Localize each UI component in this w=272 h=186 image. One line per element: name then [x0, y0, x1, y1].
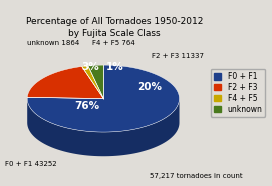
Text: unknown 1864: unknown 1864 — [27, 40, 79, 46]
Polygon shape — [88, 65, 103, 99]
Polygon shape — [27, 65, 180, 132]
Polygon shape — [27, 99, 180, 156]
Text: 76%: 76% — [75, 101, 100, 111]
Text: 3%: 3% — [81, 62, 99, 72]
Text: 1%: 1% — [105, 62, 123, 72]
Text: 20%: 20% — [137, 82, 162, 92]
Text: Percentage of All Tornadoes 1950-2012
by Fujita Scale Class: Percentage of All Tornadoes 1950-2012 by… — [26, 17, 203, 38]
Legend: F0 + F1, F2 + F3, F4 + F5, unknown: F0 + F1, F2 + F3, F4 + F5, unknown — [211, 69, 265, 117]
Text: F2 + F3 11337: F2 + F3 11337 — [152, 53, 204, 59]
Text: 57,217 tornadoes in count: 57,217 tornadoes in count — [150, 173, 242, 179]
Text: F0 + F1 43252: F0 + F1 43252 — [5, 161, 57, 167]
Polygon shape — [27, 66, 103, 99]
Text: F4 + F5 764: F4 + F5 764 — [92, 40, 135, 46]
Polygon shape — [82, 66, 103, 99]
